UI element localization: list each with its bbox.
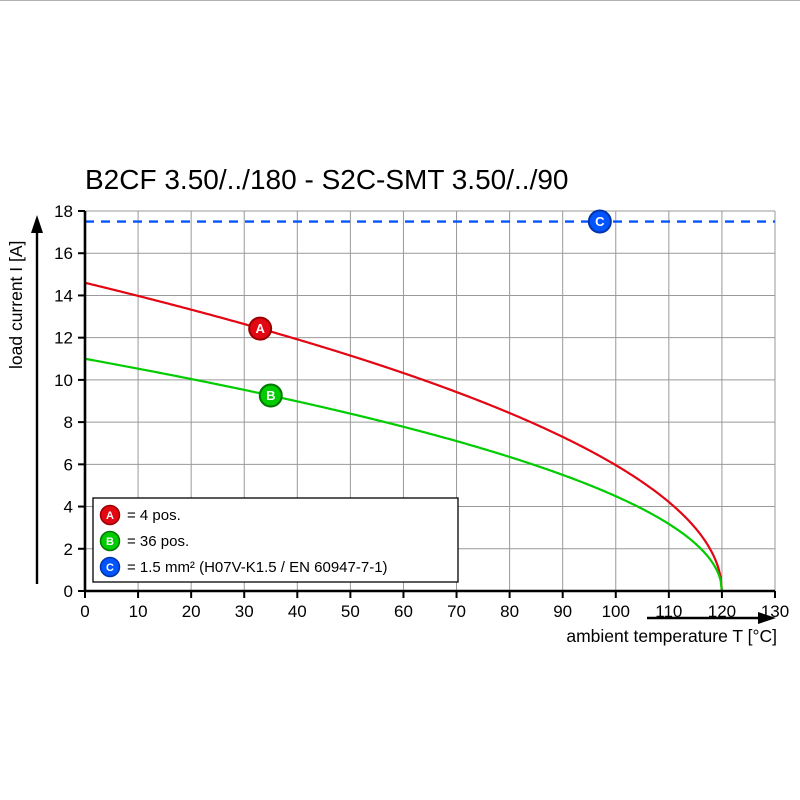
legend-letter-B: B [106, 536, 114, 548]
y-axis-label: load current I [A] [6, 241, 26, 369]
legend-letter-A: A [106, 510, 114, 522]
x-tick-label: 20 [182, 602, 201, 621]
y-tick-label: 18 [54, 202, 73, 221]
y-tick-label: 10 [54, 371, 73, 390]
marker-letter-B: B [266, 388, 275, 403]
x-tick-label: 60 [394, 602, 413, 621]
marker-A [248, 316, 273, 341]
y-tick-label: 14 [54, 286, 73, 305]
marker-letter-C: C [595, 214, 605, 229]
x-tick-label: 100 [602, 602, 630, 621]
y-tick-label: 2 [64, 540, 73, 559]
x-tick-label: 50 [341, 602, 360, 621]
marker-C [587, 209, 612, 234]
x-axis-arrow [647, 612, 776, 624]
x-tick-label: 0 [80, 602, 89, 621]
x-tick-label: 40 [288, 602, 307, 621]
y-axis-arrow [31, 215, 43, 584]
y-tick-label: 0 [64, 582, 73, 601]
curve-B [84, 357, 724, 592]
legend-marker-A [99, 504, 121, 526]
x-tick-label: 110 [655, 602, 682, 621]
y-axis-arrowhead [31, 215, 43, 233]
curve-A [84, 281, 724, 592]
legend: A = 4 pos. B = 36 pos. C = 1.5 mm² (H07V-K1.5… [92, 497, 459, 583]
legend-letter-C: C [106, 562, 114, 574]
marker-letter-A: A [255, 321, 265, 336]
x-tick-label: 120 [708, 602, 736, 621]
x-tick-label: 90 [553, 602, 572, 621]
x-tick-label: 70 [447, 602, 466, 621]
legend-box [92, 497, 459, 583]
y-tick-label: 16 [54, 244, 73, 263]
x-axis-label: ambient temperature T [°C] [566, 626, 777, 646]
y-tick-label: 8 [64, 413, 73, 432]
chart-title: B2CF 3.50/../180 - S2C-SMT 3.50/../90 [85, 164, 569, 195]
legend-marker-C [99, 556, 121, 578]
y-tick-label: 12 [54, 329, 73, 348]
x-tick-label: 10 [129, 602, 148, 621]
x-tick-label: 80 [500, 602, 519, 621]
y-tick-label: 6 [64, 455, 73, 474]
legend-label-A: = 4 pos. [127, 507, 181, 524]
legend-marker-B [99, 530, 121, 552]
legend-label-B: = 36 pos. [127, 533, 189, 550]
y-tick-label: 4 [64, 498, 73, 517]
x-tick-label: 30 [235, 602, 254, 621]
x-axis-arrowhead [758, 612, 776, 624]
marker-B [258, 383, 283, 408]
legend-label-C: = 1.5 mm² (H07V-K1.5 / EN 60947-7-1) [127, 559, 388, 576]
